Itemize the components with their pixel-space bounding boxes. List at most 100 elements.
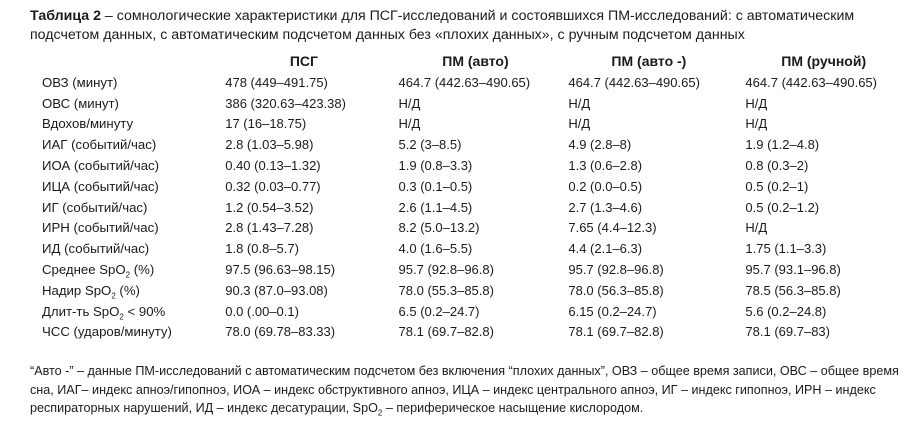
row-label-text: ИОА (событий/час) <box>42 158 160 174</box>
table-cell: 5.6 (0.2–24.8) <box>745 303 827 319</box>
table-cell: 78.5 (56.3–85.8) <box>745 282 841 298</box>
header-cell <box>42 50 217 72</box>
table-cell: 95.7 (92.8–96.8) <box>568 262 664 278</box>
table-cell: 6.5 (0.2–24.7) <box>398 303 480 319</box>
table-cell: 1.3 (0.6–2.8) <box>568 158 643 174</box>
row-label-text: ИРН (событий/час) <box>42 220 159 236</box>
table-cell: 4.4 (2.1–6.3) <box>568 241 643 257</box>
row-label: ИГ (событий/час) <box>42 197 217 218</box>
table-body: ОВЗ (минут) 478 (449–491.75) 464.7 (442.63… <box>42 72 910 342</box>
row-label-text: ИГ (событий/час) <box>42 199 148 215</box>
row-label: ИД (событий/час) <box>42 238 217 259</box>
row-label-text: ОВС (минут) <box>42 95 119 111</box>
table-cell: 97.5 (96.63–98.15) <box>225 262 336 278</box>
table-cell: 2.7 (1.3–4.6) <box>568 199 643 215</box>
table-row: ИРН (событий/час) 2.8 (1.43–7.28) 8.2 (5.0… <box>42 218 910 239</box>
table-cell: 0.2 (0.0–0.5) <box>568 178 643 194</box>
data-table: ПСГ ПМ (авто) ПМ (авто -) ПМ (ручной) ОВ… <box>42 50 910 342</box>
row-label: Среднее SpO2 (%) <box>42 259 217 280</box>
row-label-text: ЧСС (ударов/минуту) <box>42 324 172 340</box>
table-cell: 17 (16–18.75) <box>225 116 307 132</box>
row-label: Надир SpO2 (%) <box>42 280 217 301</box>
row-label: ЧСС (ударов/минуту) <box>42 322 217 343</box>
table-cell: 0.3 (0.1–0.5) <box>398 178 473 194</box>
table-row: ОВЗ (минут) 478 (449–491.75) 464.7 (442.63… <box>42 72 910 93</box>
table-cell: 1.75 (1.1–3.3) <box>745 241 827 257</box>
table-row: ИАГ (событий/час) 2.8 (1.03–5.98) 5.2 (3–8… <box>42 134 910 155</box>
header-cell: ПМ (авто) <box>442 53 509 69</box>
header-row: ПСГ ПМ (авто) ПМ (авто -) ПМ (ручной) <box>42 50 910 72</box>
caption-text: – сомнологические характеристики для ПСГ… <box>30 8 855 43</box>
table-footnote: “Авто -” – данные ПМ-исследований с авто… <box>30 362 900 418</box>
row-label-text: Вдохов/минуту <box>42 116 134 132</box>
table-cell: 1.9 (0.8–3.3) <box>398 158 473 174</box>
table-caption: Таблица 2 – сомнологические характеристи… <box>30 7 890 45</box>
table-cell: 78.0 (69.78–83.33) <box>225 324 336 340</box>
table-row: Надир SpO2 (%) 90.3 (87.0–93.08) 78.0 (55.… <box>42 280 910 301</box>
table-cell: 78.0 (56.3–85.8) <box>568 282 664 298</box>
row-label-subscript: 2 <box>119 312 124 322</box>
table-cell: Н/Д <box>398 95 421 111</box>
table-cell: 2.8 (1.03–5.98) <box>225 137 314 153</box>
table-cell: 464.7 (442.63–490.65) <box>568 74 700 90</box>
row-label-suffix: < 90% <box>123 303 166 319</box>
row-label: ОВС (минут) <box>42 93 217 114</box>
table-cell: Н/Д <box>745 95 768 111</box>
table-cell: Н/Д <box>398 116 421 132</box>
row-label-suffix: (%) <box>115 282 140 298</box>
table-row: ИГ (событий/час) 1.2 (0.54–3.52) 2.6 (1.1–… <box>42 197 910 218</box>
table-cell: Н/Д <box>745 116 768 132</box>
row-label: ИРН (событий/час) <box>42 218 217 239</box>
row-label: ИОА (событий/час) <box>42 155 217 176</box>
footnote-subscript: 2 <box>377 408 383 418</box>
table-row: ОВС (минут) 386 (320.63–423.38) Н/Д Н/Д Н/Д <box>42 93 910 114</box>
table-row: ИОА (событий/час) 0.40 (0.13–1.32) 1.9 (0.… <box>42 155 910 176</box>
table-cell: 478 (449–491.75) <box>225 74 328 90</box>
row-label: Длит-ть SpO2 < 90% <box>42 301 217 322</box>
table-cell: 78.1 (69.7–82.8) <box>568 324 664 340</box>
table-cell: Н/Д <box>568 95 591 111</box>
row-label: ОВЗ (минут) <box>42 72 217 93</box>
table-cell: 6.15 (0.2–24.7) <box>568 303 657 319</box>
row-label-text: ОВЗ (минут) <box>42 74 118 90</box>
table-cell: 0.8 (0.3–2) <box>745 158 809 174</box>
caption-label: Таблица 2 <box>30 8 101 24</box>
row-label-suffix: (%) <box>130 262 155 278</box>
table-row: Вдохов/минуту 17 (16–18.75) Н/Д Н/Д Н/Д <box>42 114 910 135</box>
header-cell: ПМ (ручной) <box>781 53 867 69</box>
table-row: Длит-ть SpO2 < 90% 0.0 (.00–0.1) 6.5 (0.2–… <box>42 301 910 322</box>
table-cell: 0.0 (.00–0.1) <box>225 303 299 319</box>
table-cell: 5.2 (3–8.5) <box>398 137 462 153</box>
footnote-text: “Авто -” – данные ПМ-исследований с авто… <box>30 364 899 415</box>
table-cell: 0.5 (0.2–1.2) <box>745 199 820 215</box>
table-cell: Н/Д <box>745 220 768 236</box>
footnote-text-end: – периферическое насыщение кислородом. <box>382 401 644 415</box>
table-cell: 464.7 (442.63–490.65) <box>745 74 877 90</box>
table-cell: 90.3 (87.0–93.08) <box>225 282 328 298</box>
row-label-text: ИАГ (событий/час) <box>42 137 157 153</box>
row-label: Вдохов/минуту <box>42 114 217 135</box>
table-row: ИД (событий/час) 1.8 (0.8–5.7) 4.0 (1.6–5.… <box>42 238 910 259</box>
table-cell: 0.5 (0.2–1) <box>745 178 809 194</box>
table-cell: 1.2 (0.54–3.52) <box>225 199 314 215</box>
table-cell: 8.2 (5.0–13.2) <box>398 220 480 236</box>
row-label-text: Длит-ть SpO <box>42 303 120 319</box>
row-label-subscript: 2 <box>125 270 131 280</box>
table-cell: 4.0 (1.6–5.5) <box>398 241 473 257</box>
row-label-subscript: 2 <box>111 291 116 301</box>
header-cell: ПМ (авто -) <box>611 53 687 69</box>
row-label-text: Надир SpO <box>42 282 112 298</box>
table-cell: 464.7 (442.63–490.65) <box>398 74 531 90</box>
header-cell: ПСГ <box>289 53 318 69</box>
row-label-text: ИЦА (событий/час) <box>42 178 159 194</box>
table-cell: 1.8 (0.8–5.7) <box>225 241 299 257</box>
table-cell: 78.0 (55.3–85.8) <box>398 282 494 298</box>
table-cell: 78.1 (69.7–83) <box>745 324 830 340</box>
table-cell: 4.9 (2.8–8) <box>568 137 632 153</box>
table-cell: 1.9 (1.2–4.8) <box>745 137 820 153</box>
table-cell: Н/Д <box>568 116 591 132</box>
table-cell: 0.32 (0.03–0.77) <box>225 178 321 194</box>
table-row: Среднее SpO2 (%) 97.5 (96.63–98.15) 95.7 (… <box>42 259 910 280</box>
table-cell: 95.7 (93.1–96.8) <box>745 262 841 278</box>
row-label-text: Среднее SpO <box>42 262 126 278</box>
